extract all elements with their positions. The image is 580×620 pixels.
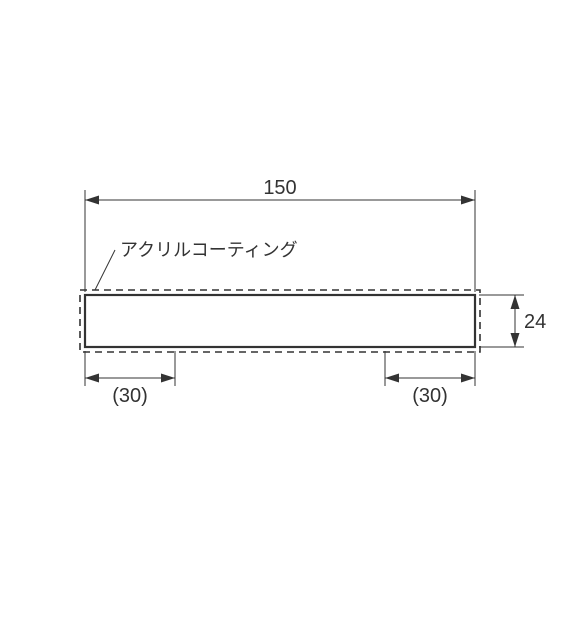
dimension-value: (30) xyxy=(112,385,148,407)
dimension-value: (30) xyxy=(412,385,448,407)
dimension-value: 150 xyxy=(263,177,296,199)
diagram-canvas: 150 アクリルコーティング 24 (30) (30) xyxy=(0,0,580,620)
coating-label: アクリルコーティング xyxy=(120,240,298,260)
part-outline xyxy=(85,295,475,347)
diagram-svg: 150 アクリルコーティング 24 (30) (30) xyxy=(0,0,580,620)
dimension-value: 24 xyxy=(524,311,546,333)
